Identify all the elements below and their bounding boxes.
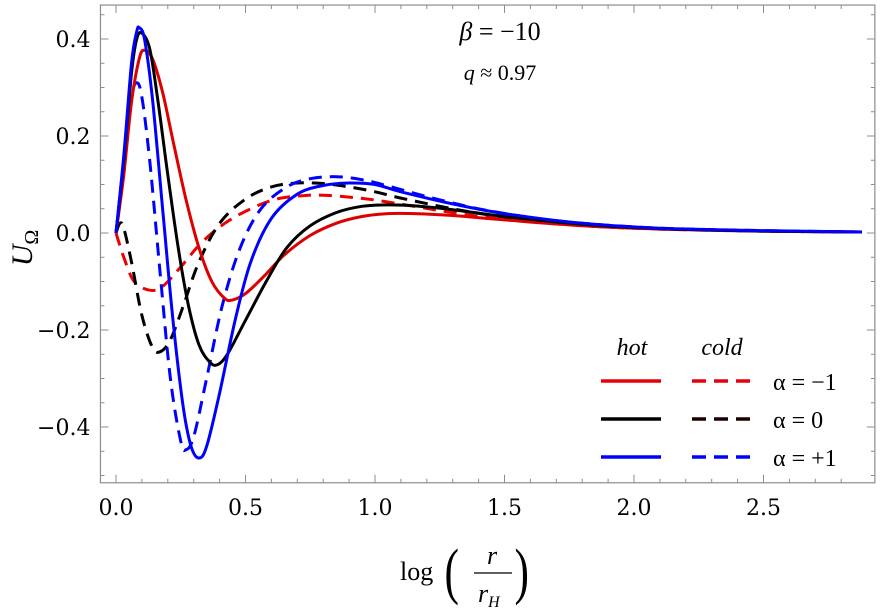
x-tick-label: 1.0 [358,496,393,521]
series-line-hot-2 [114,25,862,460]
annotation-beta: β = −10 [458,17,540,46]
x-tick-label: 2.5 [746,496,781,521]
svg-text:UΩ: UΩ [6,230,43,267]
y-tick-label: −0.4 [37,416,90,441]
svg-text:): ) [515,536,529,606]
legend-label-alpha-plus1: α = +1 [773,446,837,472]
y-axis-label: UΩ [6,230,43,267]
legend-header-cold: cold [701,335,743,361]
x-tick-label: 0.5 [228,496,263,521]
legend-header-hot: hot [617,335,649,361]
x-tick-label: 1.5 [487,496,522,521]
x-axis-tick-labels: 0.0 0.5 1.0 1.5 2.0 2.5 [99,496,782,521]
x-tick-label: 0.0 [99,496,134,521]
y-tick-label: −0.2 [37,319,90,344]
series-line-cold-5 [114,81,862,453]
y-tick-label: 0.0 [55,222,90,247]
series-line-cold-3 [114,193,862,292]
series-line-cold-4 [114,181,862,354]
plot-curves [114,25,862,460]
x-tick-label: 2.0 [617,496,652,521]
y-tick-label: 0.4 [55,28,90,53]
series-line-hot-0 [114,48,862,303]
legend-label-alpha-minus1: α = −1 [773,370,837,396]
plot-frame [99,4,876,484]
svg-text:log: log [400,557,433,586]
y-tick-label: 0.2 [55,125,90,150]
legend: hot cold α = −1 α = 0 α = +1 [601,335,837,472]
svg-text:rH: rH [478,579,501,611]
y-axis-tick-labels: −0.4 −0.2 0.0 0.2 0.4 [37,28,90,441]
svg-text:(: ( [445,536,459,606]
annotation-q: q ≈ 0.97 [464,60,537,85]
axis-ticks [100,5,875,483]
svg-text:r: r [487,541,498,570]
x-axis-label: log ( r rH ) [400,536,529,611]
legend-label-alpha-0: α = 0 [773,408,823,434]
